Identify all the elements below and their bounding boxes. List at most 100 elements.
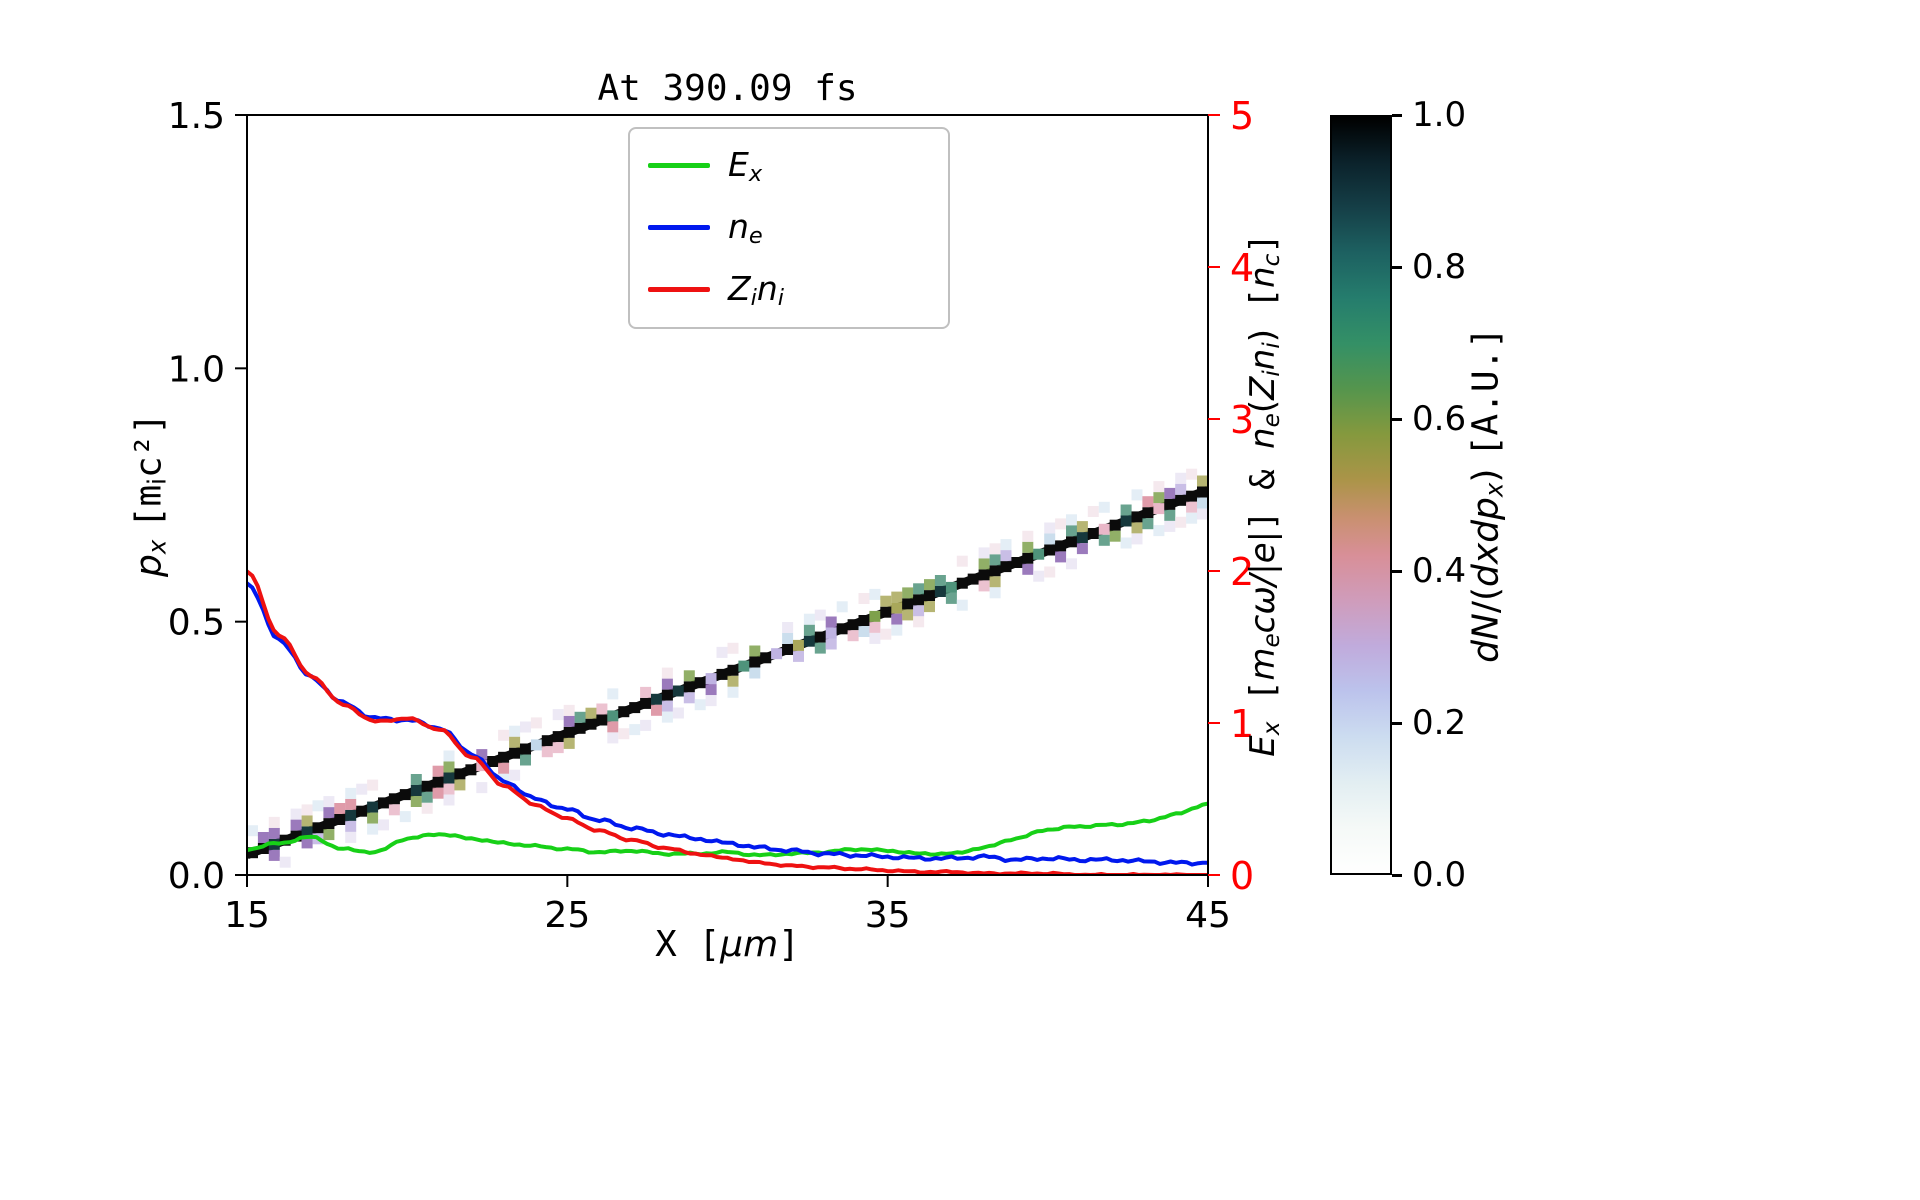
heatmap-cell: [443, 772, 455, 784]
heatmap-cell: [814, 631, 826, 643]
heatmap-cell: [1120, 537, 1132, 549]
heatmap-cell: [334, 803, 346, 814]
colorbar-tickmark: [1392, 265, 1402, 269]
heatmap-cell: [956, 577, 968, 589]
heatmap-cell: [1022, 563, 1034, 575]
heatmap-cell: [1131, 489, 1143, 501]
heatmap-cell: [727, 675, 739, 687]
heatmap-cell: [1164, 520, 1176, 532]
heatmap-cell: [367, 779, 379, 791]
heatmap-cell: [345, 831, 357, 843]
heatmap-cell: [476, 782, 488, 794]
heatmap-cell: [661, 711, 673, 723]
heatmap-cell: [367, 801, 379, 813]
heatmap-cell: [705, 684, 717, 696]
heatmap-cell: [913, 616, 925, 628]
heatmap-cell: [432, 787, 444, 799]
heatmap-cell: [1175, 494, 1187, 506]
heatmap-cell: [880, 595, 892, 607]
y-right-tick-label: 0: [1230, 854, 1254, 898]
colorbar-tickmark: [1392, 721, 1402, 725]
heatmap-cell: [301, 804, 313, 816]
heatmap-cell: [1066, 536, 1077, 548]
heatmap-cell: [640, 719, 652, 731]
heatmap-cell: [1186, 490, 1198, 502]
heatmap-cell: [902, 587, 914, 599]
heatmap-cell: [1076, 521, 1088, 533]
heatmap-cell: [651, 704, 662, 716]
heatmap-cell: [574, 711, 586, 723]
heatmap-cell: [661, 667, 673, 679]
heatmap-cell: [345, 798, 357, 810]
heatmap-cell: [367, 823, 379, 835]
heatmap-cell: [410, 785, 422, 796]
heatmap-cell: [1000, 539, 1012, 551]
y-right-tick-label: 2: [1230, 550, 1254, 594]
heatmap-cell: [563, 726, 575, 738]
heatmap-cell: [661, 678, 673, 690]
legend-label: Ex: [728, 145, 763, 187]
heatmap-cell: [520, 754, 531, 766]
heatmap-cell: [694, 677, 706, 689]
heatmap-cell: [1055, 518, 1067, 530]
heatmap-cell: [913, 594, 925, 606]
heatmap-cell: [869, 588, 881, 600]
heatmap-cell: [782, 644, 794, 655]
heatmap-cell: [1022, 530, 1034, 542]
heatmap-cell: [1022, 541, 1034, 553]
heatmap-cell: [290, 819, 302, 831]
x-tick-label: 25: [544, 895, 590, 936]
colorbar-tick-label: 0.2: [1412, 703, 1467, 743]
heatmap-cell: [989, 554, 1001, 566]
heatmap-cell: [454, 779, 466, 791]
heatmap-cell: [793, 639, 804, 651]
y-right-tick-label: 5: [1230, 94, 1254, 138]
heatmap-cell: [858, 593, 870, 604]
legend-label: Zini: [728, 269, 784, 311]
x-tick-label: 35: [865, 895, 911, 936]
heatmap-cell: [498, 751, 510, 763]
heatmap-cell: [247, 847, 258, 859]
heatmap-cell: [1186, 512, 1198, 524]
heatmap-cell: [1044, 566, 1056, 578]
heatmap-cell: [945, 581, 957, 593]
colorbar-tick-label: 1.0: [1412, 95, 1467, 135]
heatmap-cell: [268, 816, 280, 828]
heatmap-cell: [279, 834, 291, 846]
ne-line: [247, 581, 1208, 867]
heatmap-cell: [530, 739, 542, 751]
heatmap-cell: [978, 580, 990, 592]
heatmap-cell: [672, 685, 684, 697]
heatmap-cell: [749, 656, 761, 668]
heatmap-cell: [421, 802, 433, 814]
heatmap-cell: [661, 689, 673, 701]
heatmap-cell: [596, 703, 608, 715]
heatmap-cell: [367, 812, 379, 824]
heatmap-cell: [345, 809, 357, 821]
Ex-line: [247, 801, 1208, 858]
heatmap-cell: [388, 804, 400, 816]
heatmap-cell: [694, 699, 706, 711]
heatmap-cell: [924, 579, 935, 591]
heatmap-cell: [323, 796, 335, 808]
heatmap-cell: [803, 635, 815, 647]
legend: Ex ne Zini: [628, 127, 950, 329]
heatmap-cell: [1197, 475, 1208, 487]
heatmap-cell: [989, 565, 1001, 577]
x-axis-label: X [μm]: [655, 924, 800, 965]
heatmap-cell: [672, 707, 684, 719]
heatmap-cell: [1153, 492, 1165, 504]
colorbar: [1330, 115, 1392, 875]
heatmap-cell: [891, 624, 903, 636]
heatmap-cell: [683, 681, 695, 693]
heatmap-cell: [301, 826, 313, 838]
heatmap-cell: [1131, 533, 1143, 545]
heatmap-cell: [257, 843, 269, 854]
heatmap-cell: [978, 569, 990, 581]
heatmap-cell: [345, 820, 357, 832]
legend-line-sample: [648, 163, 710, 169]
heatmap-cell: [1164, 487, 1176, 499]
heatmap-cell: [487, 756, 499, 767]
